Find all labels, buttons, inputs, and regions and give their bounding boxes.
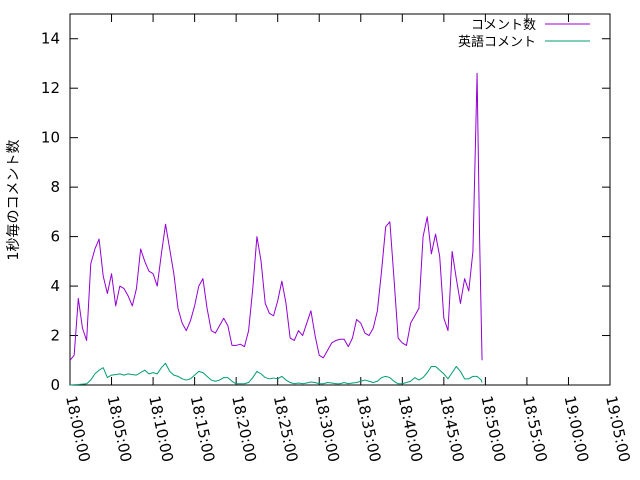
x-tick-label: 18:35:00 bbox=[353, 394, 385, 464]
x-tick-label: 19:00:00 bbox=[561, 394, 593, 464]
x-tick-label: 18:50:00 bbox=[477, 394, 509, 464]
y-tick-label: 14 bbox=[41, 30, 60, 48]
series-line-0 bbox=[69, 72, 483, 361]
x-tick-label: 18:55:00 bbox=[519, 394, 551, 464]
y-axis-label: 1秒毎のコメント数 bbox=[6, 140, 22, 261]
y-tick-label: 4 bbox=[50, 277, 60, 295]
x-tick-label: 19:05:00 bbox=[602, 394, 634, 464]
y-tick-label: 0 bbox=[50, 376, 60, 394]
x-tick-label: 18:05:00 bbox=[104, 394, 136, 464]
y-tick-label: 2 bbox=[50, 327, 60, 345]
legend-label-english-comments: 英語コメント bbox=[458, 34, 536, 50]
x-tick-label: 18:10:00 bbox=[145, 394, 177, 464]
x-tick-label: 18:30:00 bbox=[311, 394, 343, 464]
legend: コメント数 英語コメント bbox=[458, 18, 590, 50]
x-tick-label: 18:00:00 bbox=[62, 394, 94, 464]
y-axis: 0 2 4 6 8 10 12 14 bbox=[41, 30, 610, 394]
plot-area-frame bbox=[69, 13, 611, 386]
x-tick-label: 18:45:00 bbox=[436, 394, 468, 464]
x-axis: 18:00:00 18:05:00 18:10:00 18:15:00 18:20:00… bbox=[62, 14, 634, 464]
y-tick-label: 6 bbox=[50, 228, 60, 246]
x-tick-label: 18:20:00 bbox=[228, 394, 260, 464]
x-tick-label: 18:15:00 bbox=[187, 394, 219, 464]
y-tick-label: 10 bbox=[41, 129, 60, 147]
x-tick-label: 18:40:00 bbox=[394, 394, 426, 464]
series-line-1 bbox=[69, 362, 483, 386]
x-tick-label: 18:25:00 bbox=[270, 394, 302, 464]
y-tick-label: 12 bbox=[41, 79, 60, 97]
y-tick-label: 8 bbox=[50, 178, 60, 196]
series-layer bbox=[69, 72, 483, 386]
legend-label-comments: コメント数 bbox=[471, 18, 536, 33]
